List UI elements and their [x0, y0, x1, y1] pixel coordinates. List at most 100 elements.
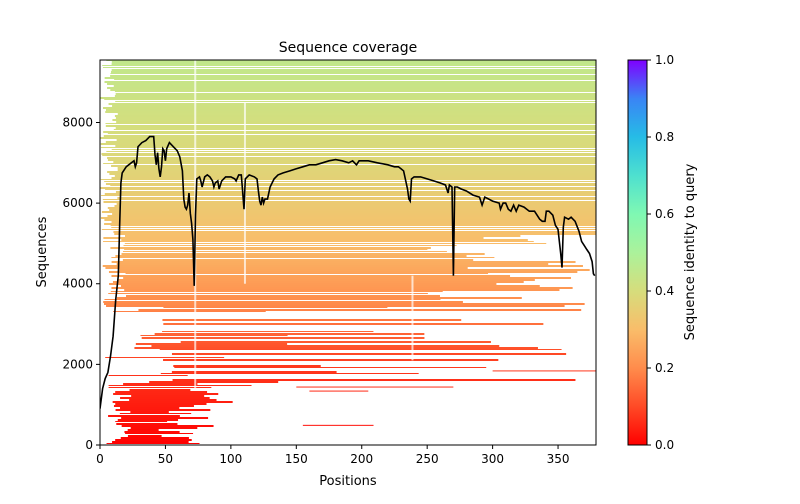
plot-frame	[99, 59, 597, 446]
colorbar-tick-label: 0.6	[655, 207, 674, 221]
alignment-row	[131, 395, 205, 397]
colorbar-gradient	[627, 59, 648, 446]
alignment-row	[114, 95, 596, 97]
alignment-row	[121, 253, 485, 255]
colorbar-tick-label: 0.4	[655, 284, 674, 298]
alignment-row	[105, 357, 225, 358]
alignment-row	[108, 375, 188, 376]
alignment-row	[113, 405, 194, 407]
x-tick-label: 350	[547, 452, 570, 466]
alignment-row	[115, 145, 596, 147]
x-axis-label: Positions	[319, 474, 377, 489]
alignment-row	[121, 239, 528, 241]
alignment-row	[105, 125, 596, 127]
alignment-row	[119, 269, 590, 271]
alignment-row	[123, 245, 457, 246]
alignment-row	[141, 337, 425, 339]
alignment-row	[114, 233, 596, 235]
alignment-row	[120, 397, 210, 399]
y-tick-label: 6000	[62, 196, 93, 210]
alignment-row	[115, 255, 467, 257]
alignment-row	[127, 429, 159, 431]
alignment-row	[115, 101, 596, 102]
alignment-row	[101, 195, 596, 196]
alignment-row	[100, 217, 596, 219]
alignment-row	[309, 390, 369, 392]
alignment-row	[100, 179, 596, 180]
colorbar-label: Sequence identity to query	[683, 163, 698, 340]
alignment-row	[107, 159, 596, 161]
alignment-row	[125, 273, 489, 274]
y-tick-label: 0	[85, 438, 93, 452]
coverage-heatmap	[100, 60, 596, 444]
alignment-row	[102, 265, 583, 267]
alignment-row	[112, 281, 524, 283]
alignment-row	[120, 437, 189, 439]
alignment-row	[104, 181, 596, 182]
gap-column	[411, 275, 414, 361]
alignment-row	[163, 323, 544, 325]
alignment-row	[124, 289, 560, 291]
x-tick-label: 250	[416, 452, 439, 466]
alignment-row	[107, 215, 596, 217]
alignment-row	[110, 75, 596, 77]
alignment-row	[104, 81, 596, 83]
alignment-row	[109, 283, 497, 285]
alignment-row	[111, 177, 596, 179]
alignment-row	[113, 85, 596, 87]
alignment-row	[109, 209, 596, 211]
alignment-row	[102, 107, 596, 109]
alignment-row	[117, 197, 596, 199]
alignment-row	[115, 93, 596, 95]
alignment-row	[173, 365, 321, 367]
alignment-row	[108, 387, 212, 388]
alignment-row	[105, 267, 468, 269]
alignment-row	[108, 385, 252, 386]
alignment-row	[115, 391, 208, 393]
alignment-row	[108, 293, 428, 294]
alignment-row	[113, 231, 596, 233]
alignment-row	[126, 295, 440, 297]
alignment-row	[302, 424, 374, 426]
alignment-row	[121, 417, 209, 419]
alignment-row	[125, 433, 194, 434]
alignment-row	[102, 199, 596, 200]
alignment-row	[120, 285, 540, 287]
alignment-row	[171, 353, 567, 355]
alignment-row	[105, 141, 596, 143]
alignment-row	[104, 223, 596, 225]
alignment-row	[103, 241, 534, 242]
chart-title: Sequence coverage	[279, 40, 418, 56]
alignment-row	[102, 155, 596, 156]
y-tick-label: 8000	[62, 115, 93, 129]
x-tick-label: 100	[219, 452, 242, 466]
colorbar-tick-label: 0.0	[655, 438, 674, 452]
colorbar-tick-label: 0.2	[655, 361, 674, 375]
alignment-row	[100, 137, 596, 139]
alignment-row	[107, 133, 596, 134]
alignment-row	[103, 135, 596, 137]
alignment-row	[105, 123, 596, 124]
alignment-row	[124, 431, 180, 433]
alignment-row	[106, 151, 596, 152]
alignment-row	[111, 275, 511, 277]
alignment-row	[111, 227, 596, 228]
alignment-row	[111, 149, 596, 150]
alignment-row	[100, 147, 596, 148]
alignment-row	[122, 259, 474, 261]
alignment-row	[120, 407, 180, 409]
alignment-row	[115, 191, 596, 193]
alignment-row	[115, 127, 596, 129]
alignment-row	[121, 425, 214, 427]
colorbar-ticks: 0.0 0.2 0.4 0.6 0.8 1.0	[647, 53, 674, 452]
alignment-row	[134, 347, 538, 349]
alignment-row	[110, 225, 596, 226]
alignment-row	[115, 409, 211, 411]
y-axis: 0 2000 4000 6000 8000	[62, 115, 100, 452]
alignment-row	[117, 419, 179, 421]
alignment-row	[117, 279, 535, 281]
alignment-row	[129, 399, 217, 401]
alignment-row	[111, 257, 495, 258]
alignment-row	[103, 303, 585, 305]
alignment-row	[159, 349, 562, 350]
